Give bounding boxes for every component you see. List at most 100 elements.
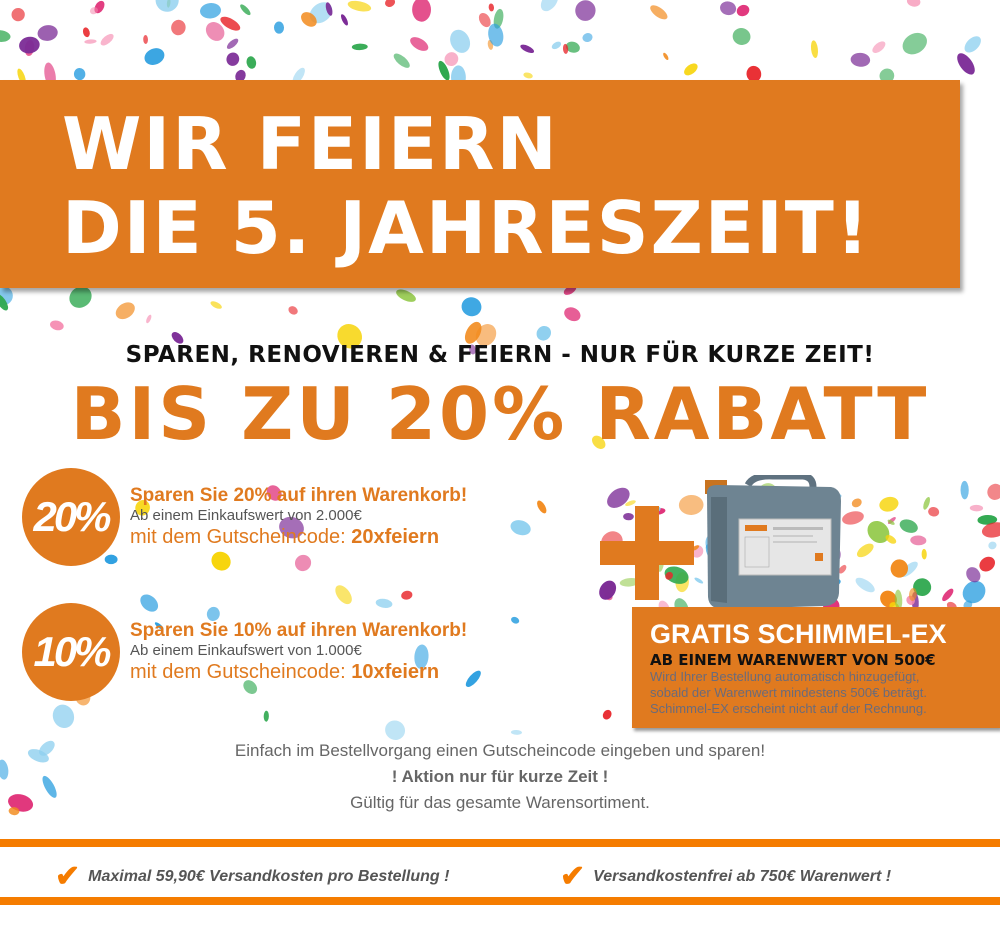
confetti-piece [412, 0, 431, 22]
gift-subtitle: AB EINEM WARENWERT VON 500€ [650, 651, 936, 669]
badge-10-percent: 10% [22, 603, 120, 701]
info-instructions: Einfach im Bestellvorgang einen Gutschei… [234, 741, 766, 760]
confetti-piece [720, 1, 737, 16]
confetti-piece [154, 622, 164, 630]
confetti-piece [335, 585, 352, 605]
confetti-piece [923, 496, 930, 510]
confetti-piece [226, 52, 240, 66]
confetti-piece [288, 306, 298, 315]
confetti-piece [537, 500, 547, 514]
checkmark-icon: ✔ [560, 860, 586, 893]
confetti-piece [582, 33, 593, 43]
voucher-code: 10xfeiern [351, 661, 440, 683]
confetti-piece [625, 500, 636, 507]
confetti-piece [294, 554, 312, 572]
shipping-max-cost: ✔ Maximal 59,90€ Versandkosten pro Beste… [55, 862, 449, 892]
confetti-piece [908, 588, 917, 601]
confetti-piece [607, 487, 630, 508]
confetti-piece [37, 25, 58, 41]
confetti-piece [520, 44, 535, 54]
confetti-piece [115, 302, 135, 320]
confetti-piece [220, 16, 241, 31]
confetti-piece [347, 0, 372, 12]
confetti-piece [910, 535, 927, 546]
confetti-piece [0, 759, 9, 780]
offer-title: Sparen Sie 10% auf ihren Warenkorb! [130, 620, 468, 641]
confetti-piece [979, 556, 995, 572]
confetti-piece [913, 578, 932, 597]
confetti-piece [84, 39, 97, 44]
confetti-piece [962, 580, 986, 604]
info-validity: Gültig für das gesamte Warensortiment. [350, 793, 650, 812]
confetti-piece [50, 320, 64, 331]
confetti-piece [143, 35, 148, 44]
confetti-piece [536, 325, 551, 341]
confetti-piece [564, 307, 581, 322]
confetti-piece [665, 571, 673, 580]
confetti-piece [488, 23, 504, 47]
confetti-piece [966, 567, 981, 583]
confetti-piece [619, 578, 640, 587]
confetti-piece [988, 541, 997, 550]
shipping-text: Maximal 59,90€ Versandkosten pro Bestell… [88, 868, 450, 885]
confetti-piece [879, 496, 899, 512]
gift-line: Schimmel-EX erscheint nicht auf der Rech… [650, 701, 927, 716]
confetti-piece [301, 12, 317, 27]
gift-line: Wird Ihrer Bestellung automatisch hinzug… [650, 669, 920, 684]
info-limited-time: ! Aktion nur für kurze Zeit ! [391, 767, 609, 786]
gift-line: sobald der Warenwert mindestens 500€ bet… [650, 685, 928, 700]
confetti-piece [438, 60, 450, 81]
code-label: mit dem Gutscheincode: [130, 526, 352, 548]
confetti-piece [414, 644, 429, 669]
confetti-piece [469, 344, 476, 355]
confetti-piece [393, 53, 410, 68]
confetti-piece [171, 331, 184, 344]
confetti-piece [210, 301, 222, 309]
offer-condition: Ab einem Einkaufswert von 2.000€ [130, 507, 362, 524]
confetti-piece [144, 48, 165, 65]
confetti-piece [461, 297, 482, 317]
confetti-piece [987, 483, 1000, 500]
confetti-piece [562, 43, 569, 54]
confetti-piece [855, 577, 875, 593]
confetti-piece [375, 598, 393, 608]
confetti-piece [39, 740, 55, 756]
confetti-piece [0, 30, 11, 42]
confetti-piece [732, 28, 751, 45]
confetti-piece [879, 68, 895, 84]
confetti-piece [73, 67, 86, 81]
offer-code-line: mit dem Gutscheincode: 10xfeiern [130, 660, 467, 684]
badge-20-percent: 20% [22, 468, 120, 566]
confetti-piece [69, 286, 92, 308]
confetti-piece [0, 293, 9, 311]
confetti-piece [155, 0, 179, 12]
confetti-piece [140, 594, 159, 612]
confetti-piece [171, 19, 186, 36]
offer-code-line: mit dem Gutscheincode: 20xfeiern [130, 525, 467, 549]
gift-title: GRATIS SCHIMMEL-EX [650, 619, 947, 649]
confetti-piece [263, 710, 269, 722]
divider-top [0, 839, 1000, 847]
confetti-piece [444, 52, 459, 67]
confetti-piece [235, 69, 246, 82]
confetti-piece [928, 507, 940, 517]
confetti-piece [851, 498, 862, 508]
confetti-piece [810, 40, 819, 58]
confetti-piece [684, 63, 698, 76]
confetti-piece [246, 56, 257, 69]
confetti-piece [82, 27, 90, 38]
confetti-piece [104, 554, 118, 565]
confetti-piece [52, 704, 75, 729]
confetti-piece [551, 41, 562, 50]
free-gift-box: GRATIS SCHIMMEL-EX AB EINEM WARENWERT VO… [632, 607, 1000, 728]
confetti-piece [664, 566, 689, 584]
confetti-piece [890, 559, 909, 578]
confetti-piece [243, 680, 258, 694]
confetti-piece [623, 512, 634, 521]
confetti-piece [450, 29, 471, 53]
confetti-piece [867, 520, 890, 544]
confetti-piece [850, 52, 871, 67]
confetti-piece [746, 65, 762, 82]
confetti-piece [592, 435, 606, 450]
confetti-piece [266, 485, 282, 501]
